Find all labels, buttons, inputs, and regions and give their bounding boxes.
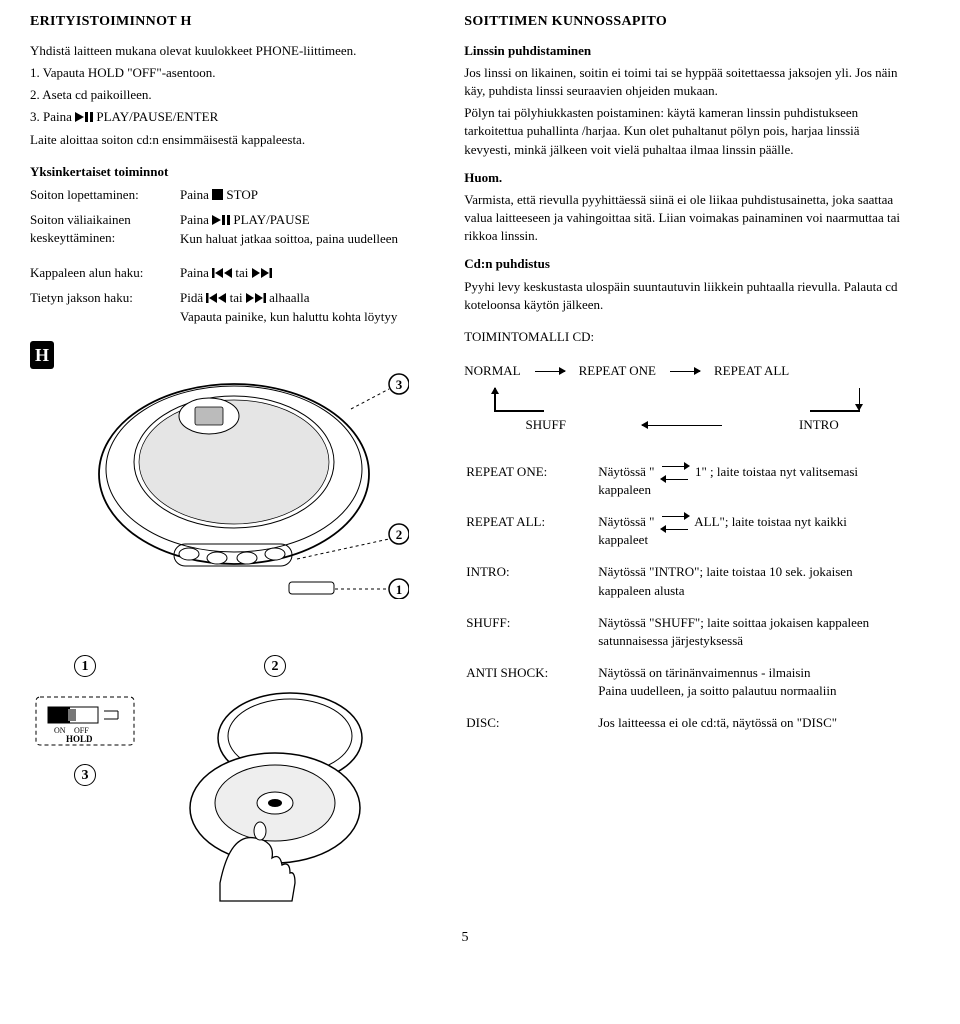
row-seek-value: Pidä tai alhaalla Vapauta painike, kun h…	[180, 289, 424, 326]
stop-icon	[212, 187, 223, 205]
repeat-icon	[662, 516, 688, 530]
play-pause-icon	[212, 212, 230, 230]
mode-repall-label: REPEAT ALL:	[466, 507, 596, 555]
mode-disc-desc: Jos laitteessa ei ole cd:tä, näytössä on…	[598, 708, 898, 738]
mode-anti-desc: Näytössä on tärinänvaimennus - ilmaisin …	[598, 658, 898, 706]
huom-title: Huom.	[464, 169, 900, 187]
step-2: 2. Aseta cd paikoilleen.	[30, 86, 424, 104]
lens-body2: Pölyn tai pölyhiukkasten poistaminen: kä…	[464, 104, 900, 159]
svg-text:HOLD: HOLD	[66, 734, 93, 744]
play-pause-icon	[75, 109, 93, 127]
callout-1: 1	[74, 655, 96, 677]
callout-2: 2	[264, 655, 286, 677]
bottom-illustration: 1 ON OFF HOLD	[30, 655, 424, 908]
modes-title: TOIMINTOMALLI CD:	[464, 328, 900, 346]
callout-3: 3	[74, 764, 96, 786]
row-stop-label: Soiton lopettaminen:	[30, 186, 180, 205]
row-track-label: Kappaleen alun haku:	[30, 264, 180, 283]
mode-disc-label: DISC:	[466, 708, 596, 738]
mode-rep1-label: REPEAT ONE:	[466, 457, 596, 505]
svg-text:2: 2	[396, 527, 403, 542]
intro-text: Yhdistä laitteen mukana olevat kuulokkee…	[30, 42, 424, 60]
left-title: ERITYISTOIMINNOT H	[30, 12, 424, 32]
huom-body: Varmista, että rievulla pyyhittäessä sii…	[464, 191, 900, 246]
hold-switch-diagram: ON OFF HOLD	[30, 691, 140, 751]
modes-table: REPEAT ONE: Näytössä " 1" ; laite toista…	[464, 455, 900, 741]
svg-text:ON: ON	[54, 726, 66, 735]
repeat-icon	[662, 466, 688, 480]
row-stop-value: Paina STOP	[180, 186, 424, 205]
row-track-value: Paina tai	[180, 264, 424, 283]
lens-title: Linssin puhdistaminen	[464, 42, 900, 60]
prev-icon	[206, 290, 226, 308]
prev-icon	[212, 265, 232, 283]
row-seek-label: Tietyn jakson haku:	[30, 289, 180, 326]
mode-intro-desc: Näytössä "INTRO"; laite toistaa 10 sek. …	[598, 557, 898, 605]
next-icon	[252, 265, 272, 283]
page-number: 5	[30, 928, 900, 948]
row-pause-value: Paina PLAY/PAUSE Kun haluat jatkaa soitt…	[180, 211, 424, 248]
step-3b: Laite aloittaa soiton cd:n ensimmäisestä…	[30, 131, 424, 149]
mode-anti-label: ANTI SHOCK:	[466, 658, 596, 706]
cd-clean-title: Cd:n puhdistus	[464, 255, 900, 273]
svg-text:3: 3	[396, 377, 403, 392]
h-icon: H	[30, 341, 54, 369]
mode-flow-diagram: NORMAL REPEAT ONE REPEAT ALL SHUFF INTRO	[464, 362, 900, 434]
mode-rep1-desc: Näytössä " 1" ; laite toistaa nyt valits…	[598, 457, 898, 505]
right-title: SOITTIMEN KUNNOSSAPITO	[464, 12, 900, 32]
next-icon	[246, 290, 266, 308]
cd-clean-body: Pyyhi levy keskustasta ulospäin suuntaut…	[464, 278, 900, 314]
mode-shuff-label: SHUFF:	[466, 608, 596, 656]
cd-player-illustration: 3 2 1	[64, 344, 424, 604]
lens-body: Jos linssi on likainen, soitin ei toimi …	[464, 64, 900, 100]
simple-functions-title: Yksinkertaiset toiminnot	[30, 163, 424, 181]
mode-repall-desc: Näytössä " ALL"; laite toistaa nyt kaikk…	[598, 507, 898, 555]
mode-shuff-desc: Näytössä "SHUFF"; laite soittaa jokaisen…	[598, 608, 898, 656]
row-pause-label: Soiton väliaikainen keskeyttäminen:	[30, 211, 180, 248]
svg-text:1: 1	[396, 582, 403, 597]
cd-open-illustration	[180, 683, 370, 903]
step-3: 3. Paina PLAY/PAUSE/ENTER	[30, 108, 424, 127]
mode-intro-label: INTRO:	[466, 557, 596, 605]
step-1: 1. Vapauta HOLD "OFF"-asentoon.	[30, 64, 424, 82]
